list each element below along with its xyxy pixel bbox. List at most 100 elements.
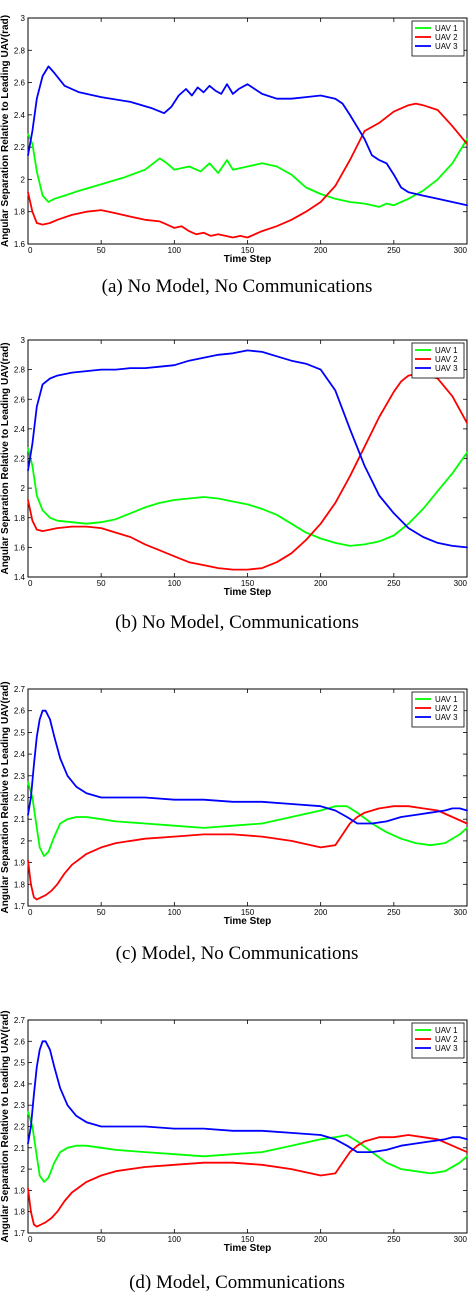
y-tick-label: 1.7 xyxy=(14,1229,26,1238)
y-tick-label: 1.9 xyxy=(14,859,26,868)
y-tick-label: 2.4 xyxy=(14,750,26,759)
y-tick-label: 2.2 xyxy=(14,143,26,152)
series-line-uav-1 xyxy=(27,447,468,547)
chart-panel-a: 1.6 1.8 2 2.2 2.4 2.6 2.8 3 0 50 100 150 200 250 300 Ti… xyxy=(0,0,474,320)
x-tick-label: 100 xyxy=(168,579,182,588)
y-tick-label: 3 xyxy=(21,14,26,23)
x-axis-label: Time Step xyxy=(224,587,272,598)
x-tick-label: 50 xyxy=(97,1235,106,1244)
legend-label: UAV 2 xyxy=(435,355,458,364)
series-line-uav-2 xyxy=(27,1134,468,1228)
y-tick-label: 2.2 xyxy=(14,794,26,803)
plot-frame-a xyxy=(27,17,468,245)
series-line-uav-2 xyxy=(27,373,468,571)
legend-label: UAV 3 xyxy=(435,364,458,373)
caption-a: (a) No Model, No Communications xyxy=(101,276,373,297)
plot-frame-c xyxy=(27,688,468,907)
y-tick-label: 2.5 xyxy=(14,1059,26,1068)
chart-panel-d: 1.7 1.8 1.9 2 2.1 2.2 2.3 2.4 2.5 2.6 2.7 0 50 100 150… xyxy=(0,980,474,1301)
y-tick-label: 2 xyxy=(21,484,26,493)
legend-box-d xyxy=(411,1022,465,1059)
x-tick-label: 300 xyxy=(454,908,468,917)
legend-box-a xyxy=(411,20,465,57)
legend-label: UAV 1 xyxy=(435,1026,458,1035)
y-tick-label: 2.3 xyxy=(14,772,26,781)
legend-label: UAV 3 xyxy=(435,713,458,722)
x-axis-label: Time Step xyxy=(224,916,272,927)
legend-label: UAV 3 xyxy=(435,1044,458,1053)
x-tick-label: 50 xyxy=(97,579,106,588)
chart-b: 1.4 1.6 1.8 2 2.2 2.4 2.6 2.8 3 0 50 100 150 200 250 30… xyxy=(0,336,468,598)
y-tick-label: 2 xyxy=(21,175,26,184)
x-tick-label: 250 xyxy=(387,1235,401,1244)
x-tick-label: 50 xyxy=(97,908,106,917)
y-tick-label: 2.6 xyxy=(14,707,26,716)
x-tick-label: 100 xyxy=(168,246,182,255)
x-tick-label: 200 xyxy=(314,1235,328,1244)
series-line-uav-2 xyxy=(27,102,468,239)
plot-frame-d xyxy=(27,1019,468,1234)
y-axis-label: Angular Separation Relative to Leading U… xyxy=(0,1010,11,1242)
x-tick-label: 250 xyxy=(387,908,401,917)
series-line-uav-3 xyxy=(27,65,468,207)
y-tick-label: 2 xyxy=(21,1165,26,1174)
y-tick-label: 1.4 xyxy=(14,573,26,582)
y-axis-label: Angular Separation Relative to Leading U… xyxy=(0,342,11,574)
y-tick-label: 1.6 xyxy=(14,543,26,552)
legend-label: UAV 1 xyxy=(435,695,458,704)
caption-d: (d) Model, Communications xyxy=(129,1272,345,1293)
x-tick-label: 300 xyxy=(454,246,468,255)
chart-a: 1.6 1.8 2 2.2 2.4 2.6 2.8 3 0 50 100 150 200 250 300 Ti… xyxy=(0,14,468,265)
y-tick-label: 2.4 xyxy=(14,1080,26,1089)
series-line-uav-3 xyxy=(27,709,468,825)
y-tick-label: 2.6 xyxy=(14,395,26,404)
plot-frame-b xyxy=(27,339,468,578)
x-tick-label: 150 xyxy=(241,579,255,588)
y-tick-label: 2.7 xyxy=(14,1016,26,1025)
chart-d: 1.7 1.8 1.9 2 2.1 2.2 2.3 2.4 2.5 2.6 2.7 0 50 100 150… xyxy=(0,1010,468,1254)
y-tick-label: 1.8 xyxy=(14,208,26,217)
y-tick-label: 2.5 xyxy=(14,728,26,737)
y-tick-label: 2.6 xyxy=(14,1037,26,1046)
x-tick-label: 150 xyxy=(241,1235,255,1244)
series-line-uav-1 xyxy=(27,781,468,858)
x-tick-label: 300 xyxy=(454,579,468,588)
y-tick-label: 1.8 xyxy=(14,880,26,889)
y-tick-label: 2.8 xyxy=(14,46,26,55)
x-tick-label: 250 xyxy=(387,579,401,588)
y-tick-label: 1.6 xyxy=(14,240,26,249)
x-tick-label: 300 xyxy=(454,1235,468,1244)
x-axis-label: Time Step xyxy=(224,254,272,265)
x-tick-label: 0 xyxy=(28,246,33,255)
x-tick-label: 100 xyxy=(168,908,182,917)
y-axis-label: Angular Separation Relative to Leading U… xyxy=(0,681,11,913)
y-tick-label: 1.9 xyxy=(14,1186,26,1195)
y-tick-label: 2.8 xyxy=(14,366,26,375)
chart-panel-c: 1.7 1.8 1.9 2 2.1 2.2 2.3 2.4 2.5 2.6 2.7 0 50 100 150… xyxy=(0,650,474,970)
y-tick-label: 2.4 xyxy=(14,425,26,434)
x-tick-label: 200 xyxy=(314,246,328,255)
chart-panel-b: 1.4 1.6 1.8 2 2.2 2.4 2.6 2.8 3 0 50 100 150 200 250 30… xyxy=(0,325,474,645)
y-tick-label: 3 xyxy=(21,336,26,345)
x-axis-label: Time Step xyxy=(224,1243,272,1254)
legend-label: UAV 2 xyxy=(435,704,458,713)
x-tick-label: 0 xyxy=(28,579,33,588)
y-tick-label: 2.2 xyxy=(14,455,26,464)
x-tick-label: 250 xyxy=(387,246,401,255)
y-tick-label: 1.7 xyxy=(14,902,26,911)
legend-label: UAV 1 xyxy=(435,346,458,355)
x-tick-label: 100 xyxy=(168,1235,182,1244)
legend-box-b xyxy=(411,342,465,379)
x-tick-label: 150 xyxy=(241,908,255,917)
series-line-uav-1 xyxy=(27,133,468,208)
y-tick-label: 1.8 xyxy=(14,1208,26,1217)
legend-label: UAV 1 xyxy=(435,24,458,33)
x-tick-label: 50 xyxy=(97,246,106,255)
series-line-uav-1 xyxy=(27,1110,468,1183)
chart-c: 1.7 1.8 1.9 2 2.1 2.2 2.3 2.4 2.5 2.6 2.7 0 50 100 150… xyxy=(0,681,468,927)
y-tick-label: 2 xyxy=(21,837,26,846)
series-line-uav-3 xyxy=(27,349,468,549)
y-tick-label: 2.1 xyxy=(14,815,26,824)
legend-label: UAV 2 xyxy=(435,1035,458,1044)
caption-b: (b) No Model, Communications xyxy=(115,612,359,633)
